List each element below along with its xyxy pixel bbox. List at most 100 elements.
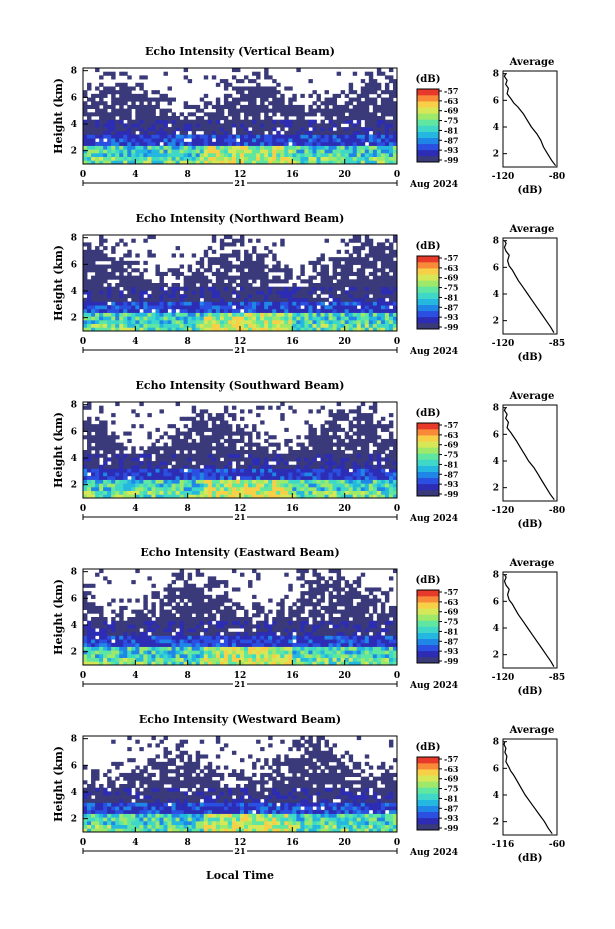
heatmap-cell: [324, 461, 329, 466]
heatmap-cell: [364, 494, 370, 499]
heatmap-cell: [211, 453, 217, 458]
heatmap-cell: [231, 450, 237, 455]
heatmap-cell: [103, 257, 108, 262]
heatmap-cell: [191, 253, 197, 258]
heatmap-cell: [348, 286, 354, 291]
heatmap-cell: [155, 297, 160, 302]
heatmap-cell: [300, 149, 305, 154]
heatmap-cell: [284, 264, 289, 269]
heatmap-cell: [99, 283, 104, 288]
heatmap-cell: [211, 416, 217, 421]
heatmap-cell: [139, 101, 144, 106]
heatmap-cell: [231, 145, 237, 150]
heatmap-cell: [380, 130, 386, 135]
heatmap-cell: [344, 472, 350, 477]
heatmap-cell: [135, 461, 140, 466]
heatmap-cell: [316, 327, 321, 332]
heatmap-cell: [344, 160, 350, 165]
heatmap-cell: [131, 101, 136, 106]
heatmap-cell: [235, 249, 241, 254]
heatmap-cell: [191, 420, 197, 425]
heatmap-cell: [248, 305, 253, 310]
heatmap-cell: [107, 457, 112, 462]
heatmap-cell: [280, 242, 285, 247]
heatmap-cell: [191, 483, 197, 488]
heatmap-cell: [276, 138, 281, 143]
heatmap-cell: [320, 424, 325, 429]
heatmap-cell: [83, 461, 88, 466]
heatmap-cell: [219, 305, 225, 310]
heatmap-cell: [231, 101, 237, 106]
profile-x-tick-label: -80: [549, 506, 565, 516]
heatmap-cell: [135, 635, 140, 640]
heatmap-cell: [135, 613, 140, 618]
heatmap-cell: [328, 123, 333, 128]
heatmap-cell: [195, 104, 201, 110]
heatmap-cell: [272, 145, 277, 150]
heatmap-cell: [219, 271, 225, 277]
heatmap-cell: [159, 145, 164, 150]
heatmap-cell: [191, 479, 197, 484]
heatmap-cell: [211, 145, 217, 150]
heatmap-cell: [227, 483, 233, 488]
heatmap-cell: [344, 312, 350, 317]
heatmap-cell: [107, 264, 112, 269]
heatmap-cell: [360, 138, 366, 143]
heatmap-cell: [207, 119, 213, 124]
heatmap-cell: [352, 90, 358, 95]
heatmap-cell: [183, 152, 189, 158]
heatmap-cell: [264, 468, 269, 473]
heatmap-cell: [87, 323, 92, 328]
heatmap-cell: [187, 591, 193, 596]
heatmap-cell: [380, 160, 386, 165]
heatmap-cell: [183, 424, 189, 429]
heatmap-cell: [151, 646, 156, 651]
heatmap-cell: [264, 93, 269, 98]
heatmap-cell: [223, 294, 229, 299]
heatmap-cell: [332, 264, 338, 269]
heatmap-cell: [187, 79, 193, 84]
panel-title: Echo Intensity (Vertical Beam): [145, 45, 335, 58]
heatmap-cell: [107, 123, 112, 128]
heatmap-cell: [240, 152, 245, 158]
heatmap-cell: [175, 646, 181, 651]
heatmap-cell: [272, 141, 277, 146]
heatmap-cell: [348, 279, 354, 284]
heatmap-cell: [131, 323, 136, 328]
x-tick-label: 4: [132, 504, 138, 514]
heatmap-cell: [111, 75, 116, 80]
heatmap-cell: [83, 119, 88, 124]
heatmap-cell: [376, 257, 382, 262]
heatmap-cell: [276, 149, 281, 154]
heatmap-cell: [372, 145, 378, 150]
colorbar-swatch: [417, 95, 439, 102]
heatmap-cell: [248, 490, 253, 495]
heatmap-cell: [268, 138, 273, 143]
heatmap-cell: [360, 260, 366, 265]
heatmap-cell: [191, 134, 197, 139]
heatmap-cell: [111, 631, 116, 636]
heatmap-cell: [304, 420, 309, 425]
heatmap-cell: [115, 112, 120, 117]
heatmap-cell: [268, 468, 273, 473]
heatmap-cell: [256, 264, 261, 269]
heatmap-cell: [131, 260, 136, 265]
heatmap-cell: [103, 149, 108, 154]
heatmap-cell: [256, 257, 261, 262]
heatmap-cell: [240, 238, 245, 243]
heatmap-cell: [260, 286, 265, 291]
heatmap-cell: [380, 141, 386, 146]
heatmap-cell: [87, 119, 92, 124]
heatmap-cell: [103, 116, 108, 121]
heatmap-cell: [183, 319, 189, 325]
heatmap-cell: [171, 486, 176, 492]
heatmap-cell: [219, 112, 225, 117]
heatmap-cell: [292, 323, 297, 328]
echo-panel: Echo Intensity (Southward Beam)2468Heigh…: [52, 379, 565, 530]
heatmap-cell: [207, 149, 213, 154]
heatmap-cell: [376, 93, 382, 98]
heatmap-cell: [340, 134, 346, 139]
heatmap-cell: [211, 475, 217, 480]
heatmap-cell: [380, 442, 386, 447]
heatmap-cell: [195, 453, 201, 458]
